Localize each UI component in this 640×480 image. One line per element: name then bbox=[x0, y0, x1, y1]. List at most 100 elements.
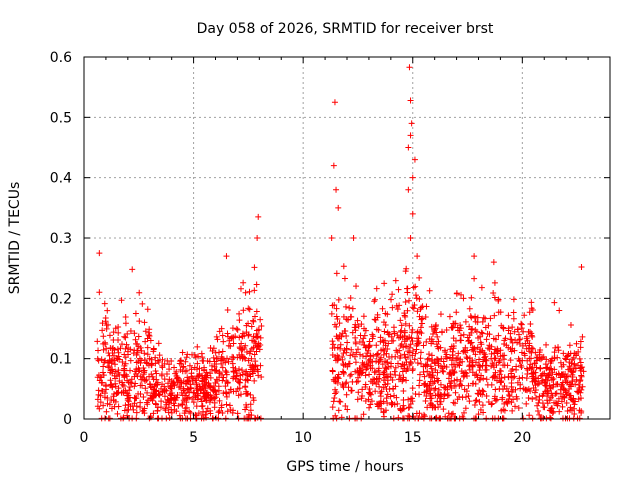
data-point bbox=[380, 369, 387, 376]
data-point bbox=[199, 378, 206, 385]
y-tick-label: 0 bbox=[63, 412, 72, 428]
data-point bbox=[239, 371, 246, 378]
data-point bbox=[468, 314, 475, 321]
data-point bbox=[523, 400, 530, 407]
data-point bbox=[342, 402, 349, 409]
data-point bbox=[207, 345, 214, 352]
data-point bbox=[422, 397, 429, 404]
data-point bbox=[412, 350, 419, 357]
data-point bbox=[431, 326, 438, 333]
data-point bbox=[567, 392, 574, 399]
data-point bbox=[549, 409, 556, 416]
data-point bbox=[240, 307, 247, 314]
data-point bbox=[511, 373, 518, 380]
data-point bbox=[203, 397, 210, 404]
data-point bbox=[536, 411, 543, 418]
data-point bbox=[328, 310, 335, 317]
data-point bbox=[205, 380, 212, 387]
data-point bbox=[458, 337, 465, 344]
data-point bbox=[449, 324, 456, 331]
data-point bbox=[392, 353, 399, 360]
data-point bbox=[222, 359, 229, 366]
data-point bbox=[360, 411, 367, 418]
data-point bbox=[238, 340, 245, 347]
data-point bbox=[168, 358, 175, 365]
data-point bbox=[438, 392, 445, 399]
data-point bbox=[246, 306, 253, 313]
data-point bbox=[428, 385, 435, 392]
data-point bbox=[445, 410, 452, 417]
data-point bbox=[340, 382, 347, 389]
data-point bbox=[532, 369, 539, 376]
data-point bbox=[478, 372, 485, 379]
data-point bbox=[97, 399, 104, 406]
data-point bbox=[407, 358, 414, 365]
data-point bbox=[168, 382, 175, 389]
data-point bbox=[450, 399, 457, 406]
data-point bbox=[487, 315, 494, 322]
data-point bbox=[346, 304, 353, 311]
data-point bbox=[577, 338, 584, 345]
data-point bbox=[132, 368, 139, 375]
data-point bbox=[495, 332, 502, 339]
data-point bbox=[190, 399, 197, 406]
data-point bbox=[505, 388, 512, 395]
data-point bbox=[138, 382, 145, 389]
data-point bbox=[576, 415, 583, 422]
data-point bbox=[578, 408, 585, 415]
data-point bbox=[159, 415, 166, 422]
data-point bbox=[104, 395, 111, 402]
data-point bbox=[572, 381, 579, 388]
data-point bbox=[136, 355, 143, 362]
data-point bbox=[489, 400, 496, 407]
data-point bbox=[352, 327, 359, 334]
data-point bbox=[466, 358, 473, 365]
data-point bbox=[382, 358, 389, 365]
data-point bbox=[193, 380, 200, 387]
data-point bbox=[128, 380, 135, 387]
data-point bbox=[154, 408, 161, 415]
data-point bbox=[416, 382, 423, 389]
data-point bbox=[176, 412, 183, 419]
data-point bbox=[413, 410, 420, 417]
data-point bbox=[552, 344, 559, 351]
data-point bbox=[489, 415, 496, 422]
data-point bbox=[216, 408, 223, 415]
data-point bbox=[123, 341, 130, 348]
data-point bbox=[566, 342, 573, 349]
data-point bbox=[509, 324, 516, 331]
data-point bbox=[471, 253, 478, 260]
data-point bbox=[152, 354, 159, 361]
data-point bbox=[194, 360, 201, 367]
data-point bbox=[373, 400, 380, 407]
data-point bbox=[414, 328, 421, 335]
data-point bbox=[452, 415, 459, 422]
data-point bbox=[367, 356, 374, 363]
data-point bbox=[105, 350, 112, 357]
data-point bbox=[469, 325, 476, 332]
data-point bbox=[417, 355, 424, 362]
data-point bbox=[500, 324, 507, 331]
data-point bbox=[401, 351, 408, 358]
data-point bbox=[458, 368, 465, 375]
data-point bbox=[400, 396, 407, 403]
data-point bbox=[141, 405, 148, 412]
data-point bbox=[385, 363, 392, 370]
data-point bbox=[505, 325, 512, 332]
data-point bbox=[343, 379, 350, 386]
data-point bbox=[229, 334, 236, 341]
data-point bbox=[491, 393, 498, 400]
data-point bbox=[491, 373, 498, 380]
data-point bbox=[526, 328, 533, 335]
data-point bbox=[567, 321, 574, 328]
data-point bbox=[251, 415, 258, 422]
data-point bbox=[257, 316, 264, 323]
data-point bbox=[434, 333, 441, 340]
data-point bbox=[459, 394, 466, 401]
data-point bbox=[357, 367, 364, 374]
data-point bbox=[342, 303, 349, 310]
data-point bbox=[251, 377, 258, 384]
data-point bbox=[198, 398, 205, 405]
data-point bbox=[353, 283, 360, 290]
data-point bbox=[150, 346, 157, 353]
